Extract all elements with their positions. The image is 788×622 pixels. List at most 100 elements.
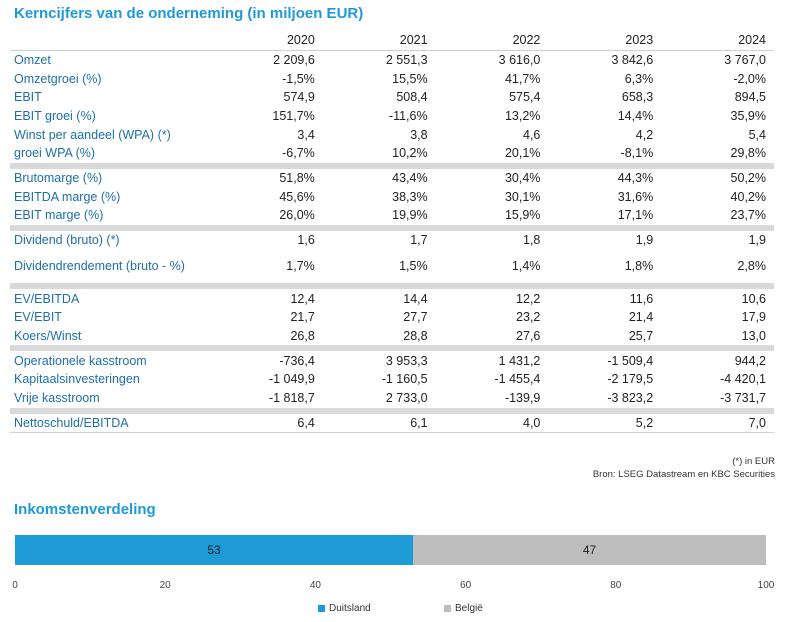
row-value: 6,1 [322, 413, 436, 433]
legend-label: Duitsland [329, 603, 371, 614]
footnote: (*) in EUR [732, 456, 775, 467]
bar-data-label: 53 [207, 543, 221, 557]
row-value: 894,5 [734, 90, 766, 105]
key-figures-table: 2020 2021 2022 2023 2024 Omzet 2 209,6 2 5… [10, 30, 774, 433]
table-row: Dividend (bruto) (*) 1,6 1,7 1,8 1,9 1,9 [10, 231, 774, 250]
row-value: 1,4% [511, 259, 541, 274]
year-header: 2024 [661, 30, 774, 51]
row-value: 29,8% [730, 146, 766, 161]
row-label: Nettoschuld/EBITDA [10, 413, 210, 433]
row-value: -736,4 [279, 353, 315, 368]
row-value: 3,4 [297, 127, 315, 142]
row-label: EV/EBITDA [14, 291, 80, 306]
year-header: 2023 [548, 30, 662, 51]
row-value: 17,1% [617, 208, 654, 223]
row-value: -3 731,7 [720, 391, 766, 406]
row-value: 11,6 [629, 291, 654, 306]
x-tick-label: 100 [758, 580, 775, 591]
source-note: Bron: LSEG Datastream en KBC Securities [592, 469, 775, 480]
row-value: -1 818,7 [268, 391, 315, 406]
row-value: 1,9 [748, 233, 766, 248]
group-separator [10, 224, 774, 231]
table-row: Nettoschuld/EBITDA 6,4 6,1 4,0 5,2 7,0 [10, 413, 774, 433]
row-value: 14,4 [403, 291, 428, 306]
row-value: 6,4 [210, 413, 323, 433]
key-figures-body: Omzet 2 209,6 2 551,3 3 616,0 3 842,6 3 767,0… [10, 51, 774, 433]
x-axis-ticks: 0 20 40 60 80 100 [12, 580, 775, 591]
group-separator [10, 345, 774, 352]
page-title: Kerncijfers van de onderneming (in miljo… [14, 5, 364, 22]
row-value: 41,7% [504, 71, 541, 86]
row-value: 27,7 [403, 310, 428, 325]
row-value: 30,4% [504, 170, 541, 185]
table-row: Winst per aandeel (WPA) (*) 3,4 3,8 4,6 4,2 5… [10, 125, 774, 144]
row-value: -2 179,5 [607, 372, 654, 387]
row-value: 19,9% [392, 208, 428, 223]
separator-cell [10, 407, 774, 414]
row-label: Koers/Winst [14, 329, 82, 344]
row-value: 5,2 [548, 413, 662, 433]
group-separator [10, 283, 774, 290]
row-label: EV/EBIT [14, 310, 62, 325]
table-row: Dividendrendement (bruto - %) 1,7% 1,5% 1,4… [10, 249, 774, 283]
year-header: 2022 [435, 30, 549, 51]
row-value: 6,3% [624, 71, 654, 86]
row-value: 15,9% [504, 208, 541, 223]
row-value: 28,8 [403, 329, 428, 344]
row-value: 3 953,3 [385, 353, 428, 368]
row-value: 23,2 [516, 310, 541, 325]
row-value: 10,2% [392, 146, 428, 161]
row-label: Dividendrendement (bruto - %) [14, 259, 185, 274]
table-row: Omzetgroei (%) -1,5% 15,5% 41,7% 6,3% -2,0% [10, 69, 774, 88]
row-label: groei WPA (%) [14, 146, 96, 161]
row-value: 17,9 [741, 310, 766, 325]
table-row: EV/EBIT 21,7 27,7 23,2 21,4 17,9 [10, 308, 774, 327]
row-value: 43,4% [392, 170, 428, 185]
table-row: Operationele kasstroom -736,4 3 953,3 1 431… [10, 351, 774, 370]
bar-data-label: 47 [583, 543, 597, 557]
row-value: 3 767,0 [724, 53, 766, 68]
row-value: 574,9 [283, 90, 315, 105]
row-value: 26,0% [279, 208, 315, 223]
row-value: 1,5% [399, 259, 428, 274]
row-value: 508,4 [396, 90, 428, 105]
table-row: Omzet 2 209,6 2 551,3 3 616,0 3 842,6 3 767,0 [10, 51, 774, 70]
row-value: 1 431,2 [498, 353, 541, 368]
row-value: 13,0 [741, 329, 766, 344]
separator-cell [10, 162, 774, 169]
x-tick-label: 60 [460, 580, 472, 591]
row-value: 15,5% [392, 71, 428, 86]
row-value: 3 616,0 [498, 53, 541, 68]
row-value: 12,2 [516, 291, 541, 306]
row-value: 1,9 [635, 233, 654, 248]
table-row: Kapitaalsinvesteringen -1 049,9 -1 160,5 -1… [10, 370, 774, 389]
group-separator [10, 162, 774, 169]
row-value: 575,4 [509, 90, 541, 105]
row-value: 944,2 [734, 353, 766, 368]
table-row: Brutomarge (%) 51,8% 43,4% 30,4% 44,3% 50,2% [10, 169, 774, 188]
row-value: -11,6% [388, 108, 428, 123]
header-blank [10, 30, 210, 51]
row-value: 151,7% [272, 108, 315, 123]
row-value: 7,0 [661, 413, 774, 433]
row-label: EBIT groei (%) [14, 108, 96, 123]
row-value: 50,2% [730, 170, 766, 185]
row-value: -1 509,4 [607, 353, 654, 368]
row-value: 2 733,0 [385, 391, 428, 406]
row-value: -1 455,4 [494, 372, 541, 387]
row-value: 2 551,3 [385, 53, 428, 68]
row-value: 4,0 [435, 413, 549, 433]
row-label: Brutomarge (%) [14, 170, 103, 185]
x-tick-label: 0 [12, 580, 18, 591]
legend-swatch-duitsland [318, 605, 325, 612]
row-label: Omzet [14, 53, 51, 68]
row-value: 4,6 [523, 127, 541, 142]
row-value: 30,1% [504, 189, 541, 204]
row-value: -1 160,5 [381, 372, 428, 387]
group-separator [10, 407, 774, 414]
table-row: EBIT groei (%) 151,7% -11,6% 13,2% 14,4% 35,9… [10, 107, 774, 126]
separator-cell [10, 224, 774, 231]
legend-swatch-belgie [444, 605, 451, 612]
row-value: 35,9% [730, 108, 766, 123]
row-value: -4 420,1 [720, 372, 766, 387]
